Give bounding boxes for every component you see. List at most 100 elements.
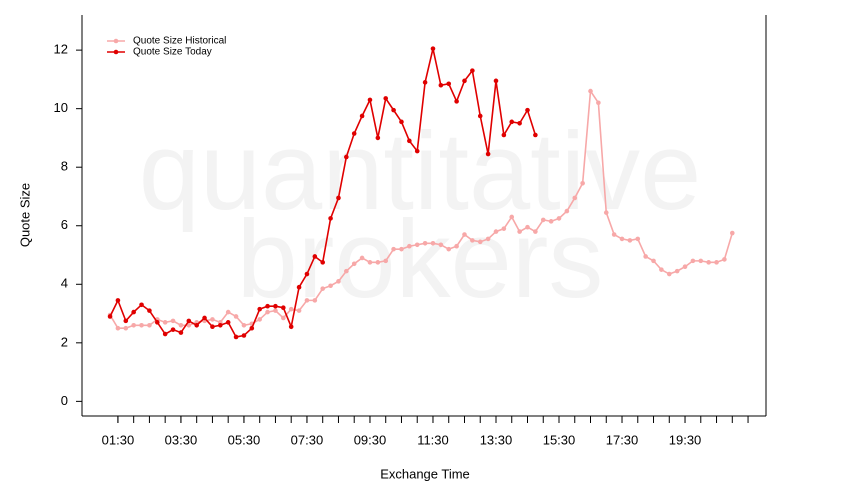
point [470, 238, 475, 243]
legend-marker [113, 38, 119, 44]
point [383, 96, 389, 101]
point [328, 283, 333, 289]
x-tick-label: 11:30 [417, 432, 449, 447]
legend-label: Quote Size Historical [133, 36, 226, 47]
point [493, 229, 499, 234]
point [674, 268, 680, 274]
point [493, 78, 499, 84]
point [414, 148, 420, 154]
x-tick-label: 03:30 [165, 432, 198, 447]
point [131, 309, 136, 315]
y-tick-label: 0 [61, 393, 68, 408]
point [257, 306, 262, 312]
point [391, 246, 396, 252]
y-tick-label: 4 [61, 276, 68, 291]
point [477, 113, 483, 119]
point [627, 238, 633, 243]
point [454, 243, 459, 249]
point [438, 82, 444, 88]
point [162, 320, 168, 325]
point [446, 81, 452, 87]
point [454, 99, 459, 104]
point [304, 298, 310, 303]
point [422, 80, 428, 85]
point [485, 151, 491, 157]
point [288, 324, 294, 330]
point [344, 268, 349, 274]
point [186, 322, 192, 328]
point [123, 325, 129, 331]
y-tick-label: 2 [61, 334, 68, 349]
point [517, 120, 522, 126]
point [399, 119, 404, 125]
point [525, 224, 530, 230]
point [596, 100, 601, 106]
point [210, 317, 215, 322]
point [485, 236, 491, 242]
point [572, 195, 578, 201]
point [462, 232, 467, 237]
point [320, 286, 326, 291]
point [588, 88, 593, 94]
point [375, 135, 381, 141]
point [714, 260, 719, 265]
point [139, 322, 144, 328]
point [281, 315, 286, 321]
x-tick-label: 01:30 [102, 432, 135, 447]
point [351, 131, 357, 136]
point [509, 119, 515, 125]
point [233, 334, 239, 340]
point [470, 68, 475, 73]
point [265, 309, 270, 315]
point [430, 241, 436, 246]
point [115, 325, 121, 331]
point [509, 214, 515, 220]
y-tick-label: 6 [61, 217, 68, 232]
x-tick-label: 15:30 [543, 432, 576, 447]
point [619, 236, 625, 242]
point [359, 113, 365, 119]
point [154, 320, 160, 325]
point [383, 258, 389, 264]
point [525, 107, 530, 113]
point [178, 330, 184, 335]
point [438, 242, 444, 248]
y-tick-label: 12 [54, 42, 68, 57]
point [336, 195, 341, 201]
x-tick-label: 13:30 [480, 432, 513, 447]
point [344, 154, 349, 160]
point [399, 246, 404, 252]
point [147, 308, 152, 313]
x-axis-title: Exchange Time [380, 466, 470, 481]
point [556, 216, 562, 221]
point [462, 78, 467, 84]
point [359, 255, 365, 261]
point [540, 217, 546, 223]
point [241, 322, 247, 328]
y-axis-title: Quote Size [17, 183, 32, 247]
point [233, 314, 239, 319]
point [131, 322, 136, 328]
point [296, 284, 302, 290]
point [170, 327, 176, 332]
point [580, 181, 585, 186]
point [603, 210, 609, 215]
point [225, 320, 231, 325]
point [115, 298, 121, 303]
y-tick-label: 10 [54, 100, 68, 115]
point [218, 322, 223, 328]
point [257, 317, 262, 322]
point [178, 322, 184, 328]
point [635, 236, 641, 242]
point [123, 318, 129, 324]
point [304, 271, 310, 277]
point [312, 254, 318, 259]
legend-marker [113, 49, 119, 55]
point [722, 257, 727, 262]
point [225, 309, 231, 315]
point [698, 258, 704, 264]
point [517, 229, 522, 234]
point [288, 306, 294, 312]
